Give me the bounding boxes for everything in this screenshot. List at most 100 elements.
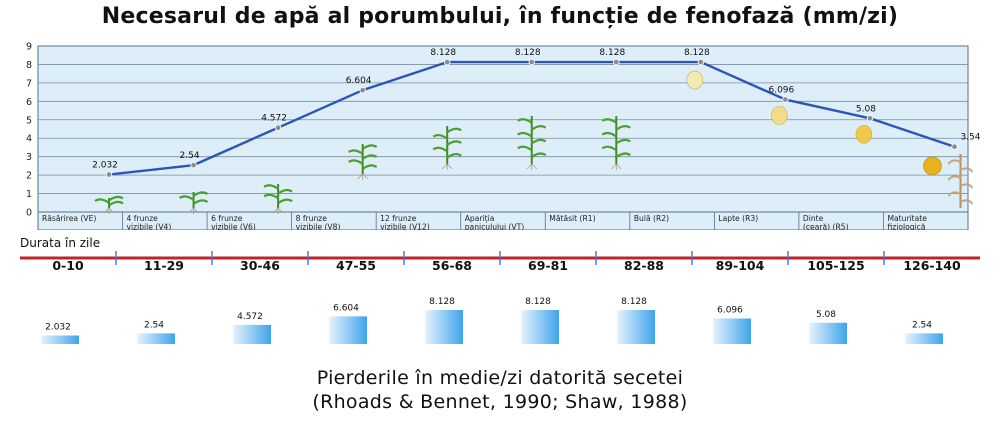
data-point [782,96,789,103]
category-label: paniculului (VT) [465,223,525,231]
bar [329,316,367,344]
data-label: 8.128 [599,48,625,58]
y-tick-label: 5 [26,115,32,126]
category-label: vizibile (V12) [380,223,430,231]
day-range-label: 11-29 [144,258,184,273]
data-label: 8.128 [515,48,541,58]
day-range-label: 105-125 [807,258,865,273]
plant-leaf [947,175,961,181]
plant-leaf [960,183,974,189]
data-point [528,58,535,66]
plant-roots [441,163,453,170]
y-tick-label: 1 [26,189,32,200]
plant-leaf [108,200,124,207]
bar-value-label: 6.604 [333,303,359,313]
plant-leaf [615,125,631,131]
plant-roots [188,207,199,214]
plant-leaf [947,159,961,165]
data-label: 8.128 [430,48,456,58]
plant-leaf [432,146,448,153]
duration-label: Durata în zile [20,236,101,250]
data-point [105,171,113,178]
bar-value-label: 2.54 [912,320,932,330]
plant-leaf [531,152,547,159]
category-label: (ceară) (R5) [803,223,849,231]
category-label: Dinte [803,214,824,223]
plant-roots [272,207,284,214]
plant-leaf [947,191,961,197]
data-point [274,124,282,131]
category-label: vizibile (V8) [296,223,341,231]
plant-leaf [446,140,462,146]
bar [233,324,271,344]
plant-leaf [192,199,209,205]
plant-leaf [446,127,462,134]
bar [425,310,463,344]
plant-leaf [432,133,448,140]
day-range-label: 0-10 [52,258,84,273]
caption-line-1: Pierderile în medie/zi datorită secetei [316,367,684,389]
kernel-icon [923,156,942,176]
plant-leaf [601,131,617,138]
plant-leaf [517,118,533,124]
plant-leaf [960,199,974,205]
y-tick-label: 0 [26,208,32,219]
plant-leaf [348,149,364,155]
category-label: fiziologică [887,223,925,231]
day-range-label: 30-46 [240,258,280,273]
bar-value-label: 8.128 [525,297,551,307]
bar-value-label: 2.54 [144,320,164,330]
kernel-icon [686,70,704,90]
data-point [359,86,366,94]
day-ranges-row: 0-10 11-29 30-46 47-55 56-68 69-81 82-88 89-104… [0,258,1000,282]
plant-leaf [531,138,547,145]
day-range-label: 89-104 [715,258,765,273]
data-label: 6.096 [768,86,794,96]
line-chart-panel: 0 1 2 3 4 5 6 7 8 9 Răsărirea (VE) 4 frunze vizibile… [20,38,982,230]
plant-leaf [178,195,195,201]
day-range-label: 69-81 [528,258,568,273]
bar [41,335,79,344]
day-range-label: 47-55 [336,258,376,273]
data-point [866,115,874,122]
data-label: 4.572 [261,114,287,124]
category-label: 4 frunze [127,214,159,223]
category-label: vizibile (V4) [127,223,172,231]
bar-value-label: 5.08 [816,310,836,320]
bar [905,333,943,344]
data-label: 8.128 [684,48,710,58]
day-range-label: 82-88 [624,258,664,273]
plant-leaf [108,195,124,202]
plant-leaf [517,131,533,138]
category-label: Lapte (R3) [718,214,758,223]
day-range-label: 126-140 [903,258,961,273]
plant-roots [611,163,622,170]
plant-leaf [361,154,378,160]
kernel-icon [855,125,873,144]
plant-leaf [277,198,293,205]
plant-roots [357,173,368,180]
bar [617,310,655,344]
chart-title: Necesarul de apă al porumbului, în funcț… [101,4,899,29]
category-label: Apariția [465,214,495,224]
bar-chart: 2.032 2.54 4.572 6.604 8.128 8.128 8.128 6.096 5… [41,297,943,344]
y-tick-label: 6 [26,97,32,108]
day-range-label: 56-68 [432,258,472,273]
plant-leaf [601,118,617,124]
caption-line-2: (Rhoads & Bennet, 1990; Shaw, 1988) [312,391,688,413]
bar-value-label: 4.572 [237,312,263,322]
data-point [951,143,958,150]
data-point [697,58,705,66]
data-point [613,58,620,66]
category-label: Bulă (R2) [634,214,669,223]
data-label: 5.08 [856,104,876,114]
plant-leaf [615,138,631,145]
category-label: Răsărirea (VE) [42,214,96,223]
bar [809,322,847,344]
plant-leaf [531,125,547,131]
bar-value-label: 8.128 [429,297,455,307]
data-label: 3.54 [960,133,980,143]
bar [521,310,559,344]
plant-leaf [361,164,378,170]
plant-leaf [601,145,617,152]
